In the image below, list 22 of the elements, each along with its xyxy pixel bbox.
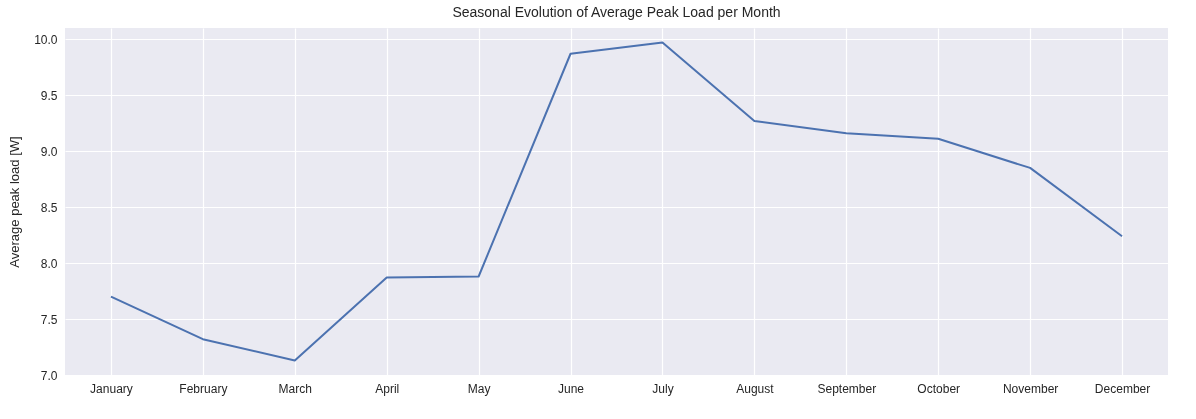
y-tick-label: 8.5 [40, 200, 58, 215]
y-tick-label: 9.0 [40, 144, 58, 159]
y-tick-label: 7.0 [40, 368, 58, 383]
y-tick-label: 9.5 [40, 88, 58, 103]
x-tick-label: March [278, 381, 312, 396]
y-axis-title: Average peak load [W] [7, 136, 23, 268]
x-tick-label: January [90, 381, 133, 396]
line-series [109, 41, 1124, 362]
x-tick-label: June [558, 381, 585, 396]
x-tick-label: September [817, 381, 877, 396]
x-tick-label: February [179, 381, 228, 396]
x-tick-label: October [917, 381, 961, 396]
x-tick-label: November [1002, 381, 1059, 396]
x-tick-label: May [467, 381, 491, 396]
x-tick-label: August [736, 381, 775, 396]
x-tick-label: December [1094, 381, 1151, 396]
y-tick-label: 10.0 [34, 32, 58, 47]
x-tick-label: July [652, 381, 674, 396]
x-tick-label: April [375, 381, 400, 396]
chart-title: Seasonal Evolution of Average Peak Load per Month [452, 4, 781, 20]
y-tick-label: 7.5 [40, 312, 58, 327]
y-tick-label: 8.0 [40, 256, 58, 271]
